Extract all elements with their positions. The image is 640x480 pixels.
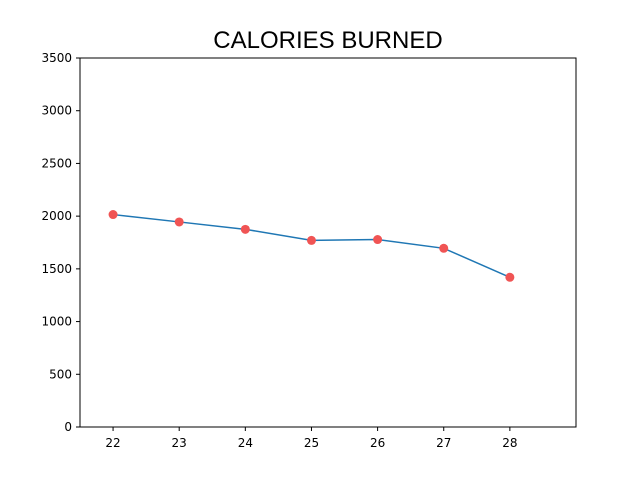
data-point-marker: [240, 224, 250, 234]
y-tick-label: 2000: [41, 209, 72, 223]
series-line: [112, 213, 511, 278]
y-tick-label: 3500: [41, 51, 72, 65]
y-tick-label: 1000: [41, 315, 72, 329]
data-point-marker: [505, 272, 515, 282]
x-tick-label: 27: [436, 436, 451, 450]
data-point-marker: [108, 210, 118, 220]
y-tick-label: 2500: [41, 156, 72, 170]
y-tick-label: 1500: [41, 262, 72, 276]
data-point-marker: [373, 235, 383, 245]
data-point-marker: [439, 243, 449, 253]
plot-area-frame: [79, 57, 577, 428]
chart-title: CALORIES BURNED: [213, 27, 442, 54]
x-tick-label: 25: [304, 436, 319, 450]
x-tick-label: 23: [172, 436, 187, 450]
x-axis: 22 23 24 25 26 27 28: [105, 427, 518, 450]
y-tick-label: 0: [64, 420, 72, 434]
x-tick-label: 24: [238, 436, 253, 450]
x-tick-label: 22: [105, 436, 120, 450]
data-point-marker: [174, 217, 184, 227]
x-tick-label: 28: [502, 436, 517, 450]
y-axis: 0 500 1000 1500 2000 2500 3000 3500: [41, 51, 80, 434]
series-layer: [108, 210, 515, 282]
y-tick-label: 3000: [41, 104, 72, 118]
x-tick-label: 26: [370, 436, 385, 450]
y-tick-label: 500: [49, 367, 72, 381]
data-point-marker: [306, 235, 316, 245]
